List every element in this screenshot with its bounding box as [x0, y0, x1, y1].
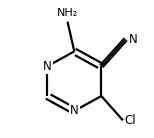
Text: N: N [129, 33, 138, 46]
Text: Cl: Cl [124, 114, 136, 127]
Text: NH₂: NH₂ [57, 8, 78, 18]
Text: N: N [70, 104, 79, 117]
Text: N: N [43, 60, 52, 73]
